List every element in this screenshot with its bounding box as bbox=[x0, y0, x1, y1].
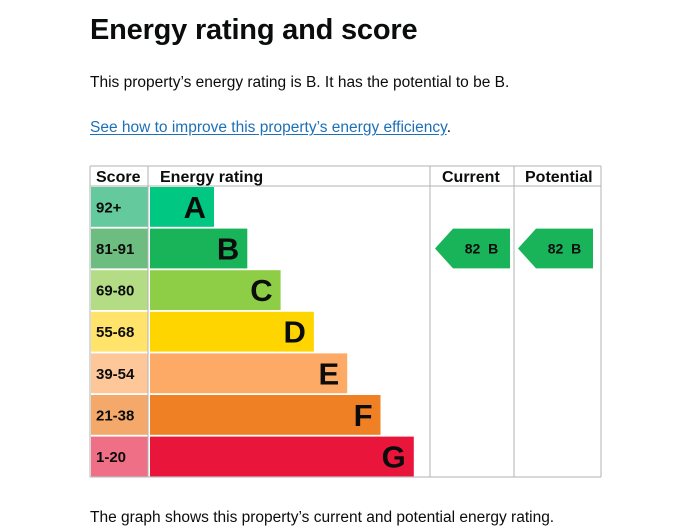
link-suffix: . bbox=[446, 119, 451, 136]
score-label-f: 21-38 bbox=[96, 407, 134, 424]
score-label-a: 92+ bbox=[96, 199, 122, 216]
score-cell-f bbox=[91, 395, 148, 435]
header-energy-rating: Energy rating bbox=[160, 169, 263, 186]
rating-bar-e bbox=[150, 353, 348, 394]
score-label-c: 69-80 bbox=[96, 283, 134, 300]
score-cell-c bbox=[91, 270, 148, 310]
potential-rating-label: 82 B bbox=[548, 241, 581, 257]
header-score: Score bbox=[96, 169, 141, 186]
page-title: Energy rating and score bbox=[90, 14, 418, 46]
band-letter-c: C bbox=[250, 273, 272, 308]
score-cell-g bbox=[91, 436, 148, 477]
rating-summary: This property’s energy rating is B. It h… bbox=[90, 74, 510, 91]
score-cell-a bbox=[91, 187, 148, 227]
improve-efficiency-link[interactable]: See how to improve this property’s energ… bbox=[90, 119, 447, 136]
current-rating-label: 82 B bbox=[465, 241, 498, 257]
header-potential: Potential bbox=[525, 169, 593, 186]
band-letter-f: F bbox=[354, 398, 373, 433]
band-letter-b: B bbox=[217, 232, 239, 267]
current-arrow bbox=[435, 228, 510, 269]
band-letter-g: G bbox=[382, 440, 406, 475]
rating-bar-d bbox=[150, 311, 314, 352]
score-cell-e bbox=[91, 353, 148, 394]
rating-bar-c bbox=[150, 270, 281, 310]
score-label-d: 55-68 bbox=[96, 324, 134, 341]
potential-arrow bbox=[518, 228, 593, 269]
score-cell-b bbox=[91, 228, 148, 269]
improve-link-line: See how to improve this property’s energ… bbox=[90, 119, 451, 137]
header-current: Current bbox=[442, 169, 500, 186]
rating-bar-a bbox=[150, 187, 214, 227]
band-letter-a: A bbox=[184, 190, 206, 225]
score-label-e: 39-54 bbox=[96, 366, 135, 383]
rating-bar-b bbox=[150, 228, 248, 269]
rating-bar-f bbox=[150, 395, 381, 435]
graph-description: The graph shows this property’s current … bbox=[90, 509, 555, 526]
band-letter-d: D bbox=[284, 315, 306, 350]
rating-bar-g bbox=[150, 436, 414, 477]
score-cell-d bbox=[91, 311, 148, 352]
score-label-b: 81-91 bbox=[96, 241, 134, 258]
band-letter-e: E bbox=[319, 356, 340, 391]
score-label-g: 1-20 bbox=[96, 449, 126, 466]
